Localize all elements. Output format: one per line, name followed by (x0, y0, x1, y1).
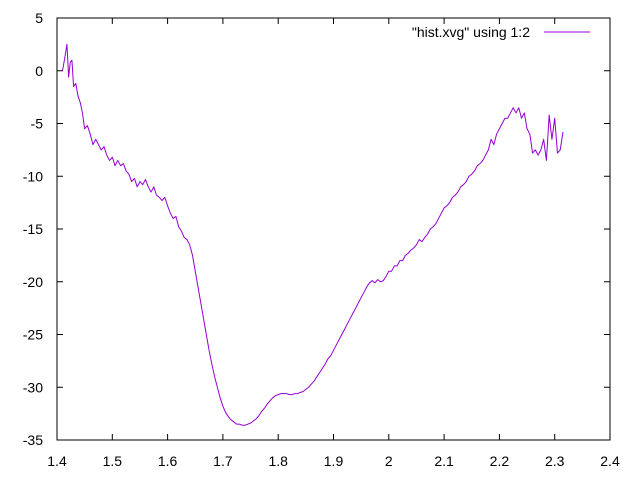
y-tick-label: -5 (31, 116, 44, 132)
x-tick-label: 1.5 (103, 453, 123, 469)
y-tick-label: -20 (23, 274, 43, 290)
y-tick-label: -15 (23, 221, 43, 237)
y-tick-label: 0 (35, 63, 43, 79)
x-tick-label: 1.8 (268, 453, 288, 469)
series-line (62, 43, 564, 426)
x-tick-label: 2.2 (490, 453, 510, 469)
y-tick-label: 5 (35, 10, 43, 26)
x-tick-label: 2.1 (434, 453, 454, 469)
series-layer (62, 43, 564, 426)
x-tick-label: 1.6 (158, 453, 178, 469)
y-tick-label: -30 (23, 379, 43, 395)
y-tick-label: -35 (23, 432, 43, 448)
legend-label: "hist.xvg" using 1:2 (412, 24, 530, 40)
y-tick-label: -25 (23, 327, 43, 343)
x-tick-label: 1.9 (324, 453, 344, 469)
legend: "hist.xvg" using 1:2 (412, 24, 590, 40)
y-axis: 5 0 -5 -10 -15 -20 -25 -30 -35 (23, 10, 610, 448)
x-tick-label: 1.4 (47, 453, 67, 469)
plot-frame (56, 17, 611, 441)
x-axis: 1.4 1.5 1.6 1.7 1.8 1.9 2 2.1 2.2 2.3 2.4 (47, 18, 620, 469)
x-tick-label: 2 (385, 453, 393, 469)
y-tick-label: -10 (23, 168, 43, 184)
x-tick-label: 1.7 (213, 453, 233, 469)
x-tick-label: 2.4 (600, 453, 620, 469)
x-tick-label: 2.3 (545, 453, 565, 469)
